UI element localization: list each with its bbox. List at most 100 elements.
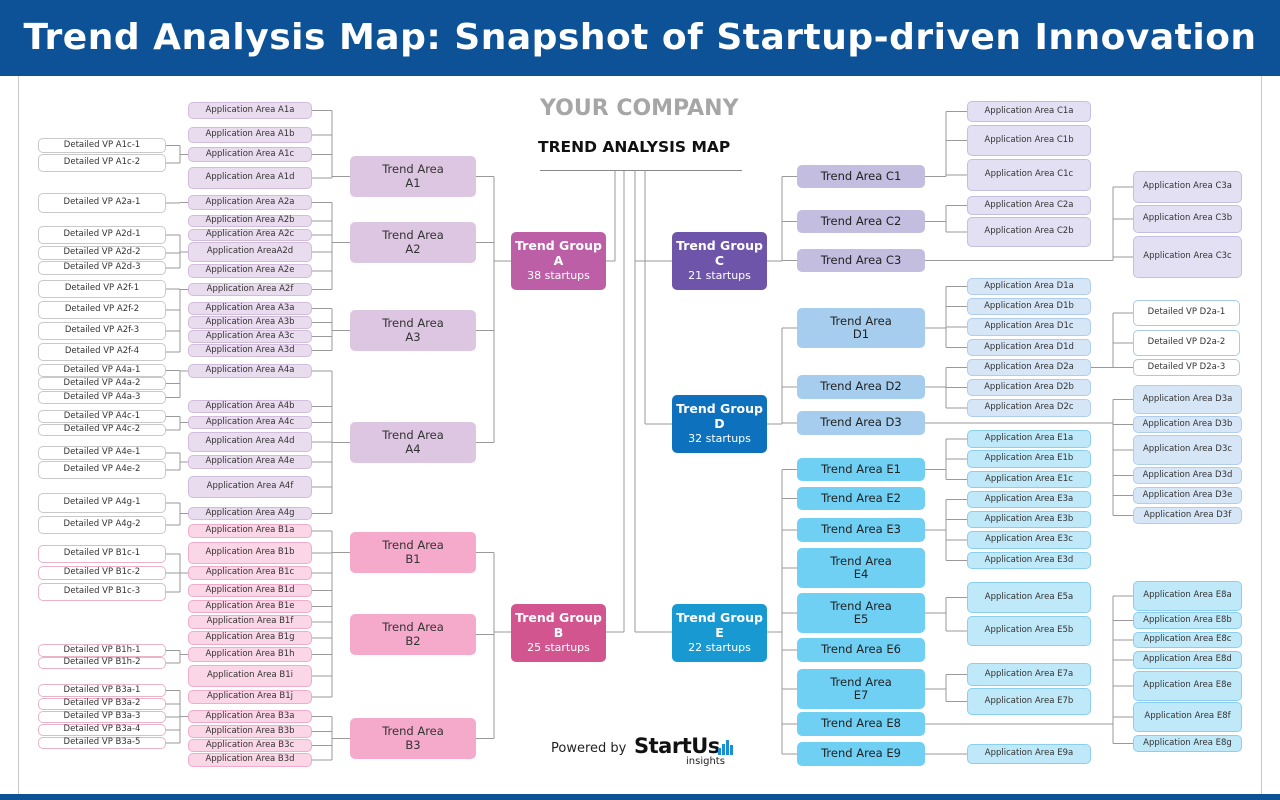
detailed-vp-a2f3: Detailed VP A2f-3 [38,322,166,340]
application-area-b1j: Application Area B1j [188,690,312,704]
application-area-d1a: Application Area D1a [967,278,1091,295]
application-area-a1a: Application Area A1a [188,102,312,119]
trend-group-startups: 21 startups [688,269,751,283]
application-area-d3d: Application Area D3d [1133,467,1242,484]
application-area-d2a: Application Area D2a [967,359,1091,376]
map-title: TREND ANALYSIS MAP [538,138,731,156]
trend-area-d2: Trend Area D2 [797,375,925,399]
application-area-e1a: Application Area E1a [967,430,1091,448]
application-area-c3c: Application Area C3c [1133,236,1242,278]
trend-area-b3: Trend Area B3 [350,718,476,759]
detailed-vp-b1c3: Detailed VP B1c-3 [38,583,166,601]
trend-group-e: Trend Group E 22 startups [672,604,767,662]
trend-area-d1: Trend Area D1 [797,308,925,348]
detailed-vp-b1h2: Detailed VP B1h-2 [38,657,166,669]
trend-group-title: Trend Group E [676,610,763,640]
detailed-vp-a2d3: Detailed VP A2d-3 [38,261,166,275]
detailed-vp-a4c1: Detailed VP A4c-1 [38,410,166,423]
application-area-a2d: Application AreaA2d [188,242,312,262]
startus-logo: StartUs insights [634,734,744,770]
application-area-b1h: Application Area B1h [188,647,312,662]
application-area-a1d: Application Area A1d [188,167,312,189]
application-area-b1d: Application Area B1d [188,584,312,597]
trend-group-title: Trend Group C [676,238,763,268]
application-area-d1d: Application Area D1d [967,339,1091,356]
detailed-vp-a4c2: Detailed VP A4c-2 [38,424,166,436]
detailed-vp-b3a5: Detailed VP B3a-5 [38,737,166,749]
trend-area-a1: Trend Area A1 [350,156,476,197]
application-area-e5b: Application Area E5b [967,616,1091,646]
application-area-b1g: Application Area B1g [188,631,312,645]
detailed-vp-b1h1: Detailed VP B1h-1 [38,644,166,657]
detailed-vp-a4e2: Detailed VP A4e-2 [38,461,166,479]
detailed-vp-b1c1: Detailed VP B1c-1 [38,545,166,563]
application-area-e8c: Application Area E8c [1133,632,1242,648]
application-area-a2c: Application Area A2c [188,229,312,241]
application-area-d3e: Application Area D3e [1133,487,1242,504]
application-area-e8d: Application Area E8d [1133,651,1242,669]
detailed-vp-b3a4: Detailed VP B3a-4 [38,724,166,736]
trend-area-e2: Trend Area E2 [797,487,925,510]
application-area-b3d: Application Area B3d [188,753,312,767]
trend-group-b: Trend Group B 25 startups [511,604,606,662]
application-area-a2e: Application Area A2e [188,264,312,278]
application-area-d2c: Application Area D2c [967,399,1091,417]
application-area-b3b: Application Area B3b [188,725,312,738]
detailed-vp-a1c1: Detailed VP A1c-1 [38,138,166,153]
trend-area-e7: Trend Area E7 [797,669,925,709]
application-area-d3b: Application Area D3b [1133,416,1242,433]
detailed-vp-b3a2: Detailed VP B3a-2 [38,698,166,710]
application-area-e1b: Application Area E1b [967,450,1091,468]
application-area-a2b: Application Area A2b [188,215,312,227]
application-area-e3d: Application Area E3d [967,552,1091,569]
application-area-a4b: Application Area A4b [188,400,312,413]
trend-area-e4: Trend Area E4 [797,548,925,588]
trend-area-a2: Trend Area A2 [350,222,476,263]
application-area-e7b: Application Area E7b [967,688,1091,715]
detailed-vp-a2f1: Detailed VP A2f-1 [38,280,166,298]
trend-group-startups: 38 startups [527,269,590,283]
application-area-e3c: Application Area E3c [967,531,1091,549]
trend-group-title: Trend Group A [515,238,602,268]
application-area-a4e: Application Area A4e [188,455,312,469]
detailed-vp-a2a1: Detailed VP A2a-1 [38,193,166,213]
application-area-c1c: Application Area C1c [967,159,1091,191]
detailed-vp-b1c2: Detailed VP B1c-2 [38,566,166,580]
application-area-a1b: Application Area A1b [188,127,312,143]
trend-area-e9: Trend Area E9 [797,742,925,766]
application-area-a3a: Application Area A3a [188,302,312,315]
trend-area-a4: Trend Area A4 [350,422,476,463]
application-area-c2a: Application Area C2a [967,196,1091,215]
application-area-a2f: Application Area A2f [188,283,312,296]
application-area-c1a: Application Area C1a [967,101,1091,122]
trend-group-a: Trend Group A 38 startups [511,232,606,290]
page-title: Trend Analysis Map: Snapshot of Startup-… [0,0,1280,76]
detailed-vp-a4g1: Detailed VP A4g-1 [38,493,166,513]
application-area-a3b: Application Area A3b [188,316,312,329]
application-area-c1b: Application Area C1b [967,125,1091,156]
application-area-c3a: Application Area C3a [1133,171,1242,203]
trend-area-e5: Trend Area E5 [797,593,925,633]
powered-by-label: Powered by [551,741,627,756]
detailed-vp-b3a3: Detailed VP B3a-3 [38,711,166,723]
application-area-c2b: Application Area C2b [967,217,1091,247]
trend-group-startups: 22 startups [688,641,751,655]
application-area-b3c: Application Area B3c [188,739,312,752]
application-area-a4g: Application Area A4g [188,507,312,520]
trend-area-b2: Trend Area B2 [350,614,476,655]
application-area-b1f: Application Area B1f [188,615,312,629]
detailed-vp-b3a1: Detailed VP B3a-1 [38,684,166,697]
detailed-vp-a2d1: Detailed VP A2d-1 [38,226,166,244]
application-area-e3b: Application Area E3b [967,511,1091,528]
detailed-vp-a4a1: Detailed VP A4a-1 [38,364,166,377]
detailed-vp-d2a2: Detailed VP D2a-2 [1133,330,1240,356]
detailed-vp-d2a1: Detailed VP D2a-1 [1133,300,1240,326]
trend-group-startups: 25 startups [527,641,590,655]
application-area-a3c: Application Area A3c [188,330,312,343]
detailed-vp-a2f4: Detailed VP A2f-4 [38,343,166,361]
application-area-e8f: Application Area E8f [1133,702,1242,732]
trend-area-c3: Trend Area C3 [797,249,925,272]
detailed-vp-a4a2: Detailed VP A4a-2 [38,377,166,390]
application-area-e3a: Application Area E3a [967,491,1091,508]
trend-area-c2: Trend Area C2 [797,210,925,233]
